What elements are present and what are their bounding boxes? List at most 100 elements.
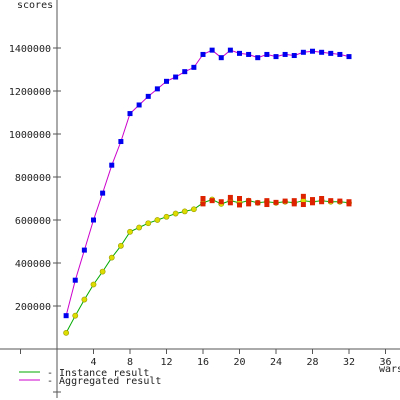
series-point-1 xyxy=(328,50,334,56)
series-point-0 xyxy=(190,206,197,213)
series-point-0 xyxy=(154,217,161,223)
x-tick-label: 36 xyxy=(379,357,391,368)
series-point-1 xyxy=(209,47,215,53)
extra-point xyxy=(346,201,352,207)
y-axis-title: scores xyxy=(17,0,53,11)
series-point-1 xyxy=(182,69,188,75)
extra-point xyxy=(237,196,242,201)
extra-point xyxy=(264,202,270,208)
extra-point xyxy=(328,198,334,204)
extra-point xyxy=(319,199,325,205)
extra-point xyxy=(291,201,297,207)
series-point-1 xyxy=(337,51,343,57)
series-point-0 xyxy=(72,312,79,319)
extra-point xyxy=(200,201,206,207)
y-tick-label: 1000000 xyxy=(9,130,51,141)
y-tick-label: 400000 xyxy=(15,259,51,270)
series-point-0 xyxy=(63,329,70,336)
series-point-0 xyxy=(172,210,179,217)
series-point-1 xyxy=(200,51,206,57)
extra-point xyxy=(273,199,279,205)
series-point-0 xyxy=(81,296,88,303)
series-point-0 xyxy=(163,213,170,220)
series-point-1 xyxy=(145,93,151,99)
series-point-1 xyxy=(282,51,288,57)
series-point-0 xyxy=(99,268,106,275)
series-point-1 xyxy=(81,247,87,253)
series-point-1 xyxy=(91,217,96,223)
series-point-1 xyxy=(346,54,352,60)
series-point-1 xyxy=(310,48,315,54)
extra-point xyxy=(246,198,252,204)
series-point-1 xyxy=(255,55,261,61)
extra-point xyxy=(282,198,288,204)
extra-point xyxy=(227,194,233,200)
extra-point xyxy=(237,202,242,208)
series-point-0 xyxy=(108,254,115,261)
y-tick-label: 200000 xyxy=(15,302,51,313)
x-ticks: 4 8 12 16 20 24 28 32 36 xyxy=(20,349,392,368)
extra-point xyxy=(300,202,306,208)
x-tick-label: 8 xyxy=(127,357,133,368)
extra-point xyxy=(246,201,252,207)
series-point-1 xyxy=(63,313,69,319)
extra-point xyxy=(264,198,270,204)
x-tick-label: 24 xyxy=(270,357,282,368)
series-point-1 xyxy=(300,49,306,55)
series-point-0 xyxy=(136,224,143,231)
extra-point xyxy=(291,198,297,204)
series-point-1 xyxy=(319,49,325,55)
series-point-1 xyxy=(164,78,169,84)
x-tick-label: 4 xyxy=(90,357,96,368)
extra-point xyxy=(310,200,315,206)
series-point-0 xyxy=(181,208,188,215)
series-point-0 xyxy=(90,281,97,288)
legend: - Instance result- Aggregated result xyxy=(19,368,161,387)
x-tick-label: 28 xyxy=(306,357,318,368)
series-point-1 xyxy=(273,54,279,60)
series-point-1 xyxy=(100,190,106,196)
series-point-1 xyxy=(109,162,115,168)
series-point-1 xyxy=(291,53,297,59)
y-tick-label: 600000 xyxy=(15,216,51,227)
extra-point xyxy=(209,198,215,204)
series-point-1 xyxy=(237,50,242,56)
x-tick-label: 20 xyxy=(233,357,245,368)
x-tick-label: 16 xyxy=(197,357,209,368)
series-point-1 xyxy=(246,51,252,57)
series-point-0 xyxy=(127,228,133,235)
legend-label-0: - Instance result xyxy=(47,368,149,379)
series-line-1 xyxy=(65,49,350,316)
y-tick-label: 1400000 xyxy=(9,44,51,55)
extra-point xyxy=(200,196,206,201)
series-point-1 xyxy=(118,139,124,145)
series-point-1 xyxy=(191,64,197,70)
series-point-1 xyxy=(136,102,142,108)
extra-point xyxy=(319,196,325,201)
series-line-0 xyxy=(65,199,350,334)
series-point-1 xyxy=(127,111,133,117)
series-point-1 xyxy=(154,86,160,92)
extra-point xyxy=(255,200,261,206)
series-point-0 xyxy=(145,220,152,227)
series-point-1 xyxy=(173,74,179,80)
legend-label-1: - Aggregated result xyxy=(47,376,161,387)
x-axis-title: wars xyxy=(379,364,400,375)
y-ticks: 200000 400000 600000 800000 1000000 1200000 14… xyxy=(9,44,61,393)
y-tick-label: 800000 xyxy=(15,173,51,184)
extra-point xyxy=(310,197,315,203)
series-point-1 xyxy=(227,47,233,53)
x-tick-label: 12 xyxy=(160,357,172,368)
series-layer xyxy=(63,47,352,336)
extra-point xyxy=(300,193,306,199)
extra-point xyxy=(337,198,343,204)
series-point-1 xyxy=(264,51,270,57)
extra-point xyxy=(218,199,224,205)
series-point-1 xyxy=(218,55,224,61)
series-point-0 xyxy=(117,242,124,249)
y-tick-label: 1200000 xyxy=(9,87,51,98)
extra-points-layer xyxy=(200,193,352,208)
series-point-1 xyxy=(72,277,78,283)
extra-point xyxy=(227,200,233,206)
